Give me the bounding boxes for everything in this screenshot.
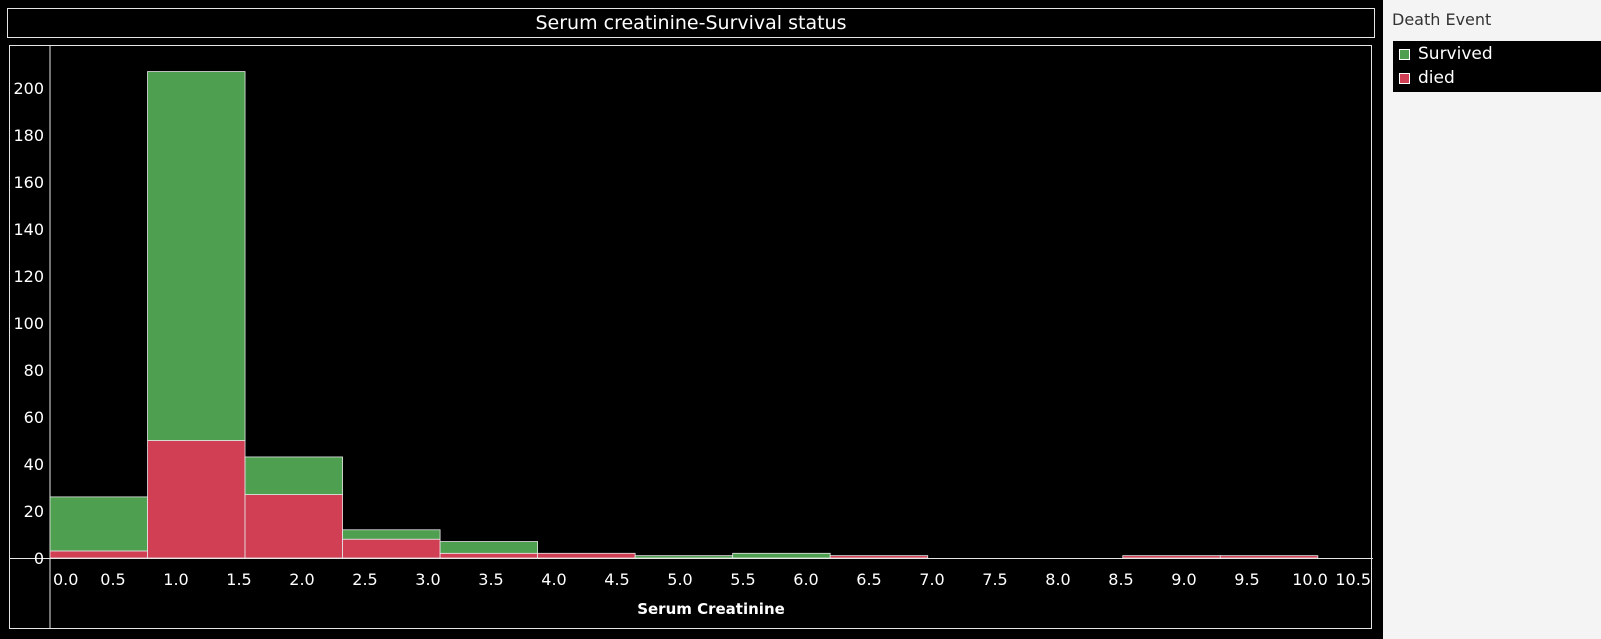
panel-divider bbox=[1378, 0, 1383, 639]
x-tick-label: 2.0 bbox=[289, 570, 314, 589]
x-tick-label: 1.0 bbox=[163, 570, 188, 589]
bar-died bbox=[1219, 555, 1319, 559]
x-tick-label: 0.5 bbox=[100, 570, 125, 589]
x-tick-label: 7.0 bbox=[919, 570, 944, 589]
bar-died bbox=[49, 550, 148, 559]
legend-swatch-died bbox=[1399, 72, 1410, 84]
x-tick-label: 10.0 bbox=[1292, 570, 1328, 589]
x-tick-label: 8.0 bbox=[1045, 570, 1070, 589]
tick-labels-layer: 0 20 40 60 80 100 120 140 160 180 200 0.0 0.5 1.0 1.5 2… bbox=[13, 79, 1371, 589]
y-tick-label: 140 bbox=[13, 220, 44, 239]
bar-survived bbox=[147, 71, 246, 441]
y-tick-label: 200 bbox=[13, 79, 44, 98]
legend: Survived died bbox=[1393, 41, 1601, 92]
x-tick-label: 6.0 bbox=[793, 570, 818, 589]
y-tick-label: 0 bbox=[34, 549, 44, 568]
x-tick-label: 3.5 bbox=[478, 570, 503, 589]
x-tick-label: 0.0 bbox=[53, 570, 78, 589]
x-axis-label: Serum Creatinine bbox=[637, 600, 785, 618]
bar-died bbox=[244, 494, 343, 559]
legend-title: Death Event bbox=[1392, 10, 1492, 29]
bar-survived bbox=[244, 456, 343, 495]
bar-survived bbox=[732, 552, 831, 559]
bar-died bbox=[147, 440, 246, 559]
x-tick-label: 10.5 bbox=[1335, 570, 1371, 589]
bar-died bbox=[342, 538, 441, 559]
x-tick-label: 5.0 bbox=[667, 570, 692, 589]
legend-item-died[interactable]: died bbox=[1399, 68, 1455, 88]
y-tick-label: 60 bbox=[24, 408, 44, 427]
plot-frame bbox=[9, 45, 1372, 629]
y-tick-label: 80 bbox=[24, 361, 44, 380]
legend-panel bbox=[1383, 0, 1601, 639]
bar-died bbox=[537, 552, 636, 559]
bar-died bbox=[439, 552, 539, 559]
x-tick-label: 7.5 bbox=[982, 570, 1007, 589]
x-tick-label: 8.5 bbox=[1108, 570, 1133, 589]
legend-label-survived: Survived bbox=[1418, 44, 1493, 64]
histogram-chart: 0 20 40 60 80 100 120 140 160 180 200 0.0 0.5 1.0 1.5 2… bbox=[9, 45, 1373, 629]
bar-survived bbox=[49, 496, 148, 552]
bar-survived bbox=[342, 529, 441, 540]
x-tick-label: 4.0 bbox=[541, 570, 566, 589]
x-tick-label: 9.5 bbox=[1234, 570, 1259, 589]
y-tick-label: 100 bbox=[13, 314, 44, 333]
x-tick-label: 9.0 bbox=[1171, 570, 1196, 589]
legend-item-survived[interactable]: Survived bbox=[1399, 44, 1493, 64]
x-tick-label: 2.5 bbox=[352, 570, 377, 589]
y-tick-label: 120 bbox=[13, 267, 44, 286]
y-tick-label: 180 bbox=[13, 126, 44, 145]
bars-layer bbox=[49, 71, 1319, 559]
y-tick-label: 40 bbox=[24, 455, 44, 474]
x-tick-label: 4.5 bbox=[604, 570, 629, 589]
legend-swatch-survived bbox=[1399, 48, 1410, 60]
bar-died bbox=[829, 555, 929, 559]
bar-died bbox=[1122, 555, 1221, 559]
y-tick-label: 20 bbox=[24, 502, 44, 521]
chart-title: Serum creatinine-Survival status bbox=[7, 8, 1375, 38]
x-tick-label: 1.5 bbox=[226, 570, 251, 589]
x-tick-label: 5.5 bbox=[730, 570, 755, 589]
y-tick-label: 160 bbox=[13, 173, 44, 192]
x-tick-label: 3.0 bbox=[415, 570, 440, 589]
legend-label-died: died bbox=[1418, 68, 1455, 88]
bar-survived bbox=[634, 555, 734, 559]
x-tick-label: 6.5 bbox=[856, 570, 881, 589]
bar-survived bbox=[439, 541, 539, 554]
